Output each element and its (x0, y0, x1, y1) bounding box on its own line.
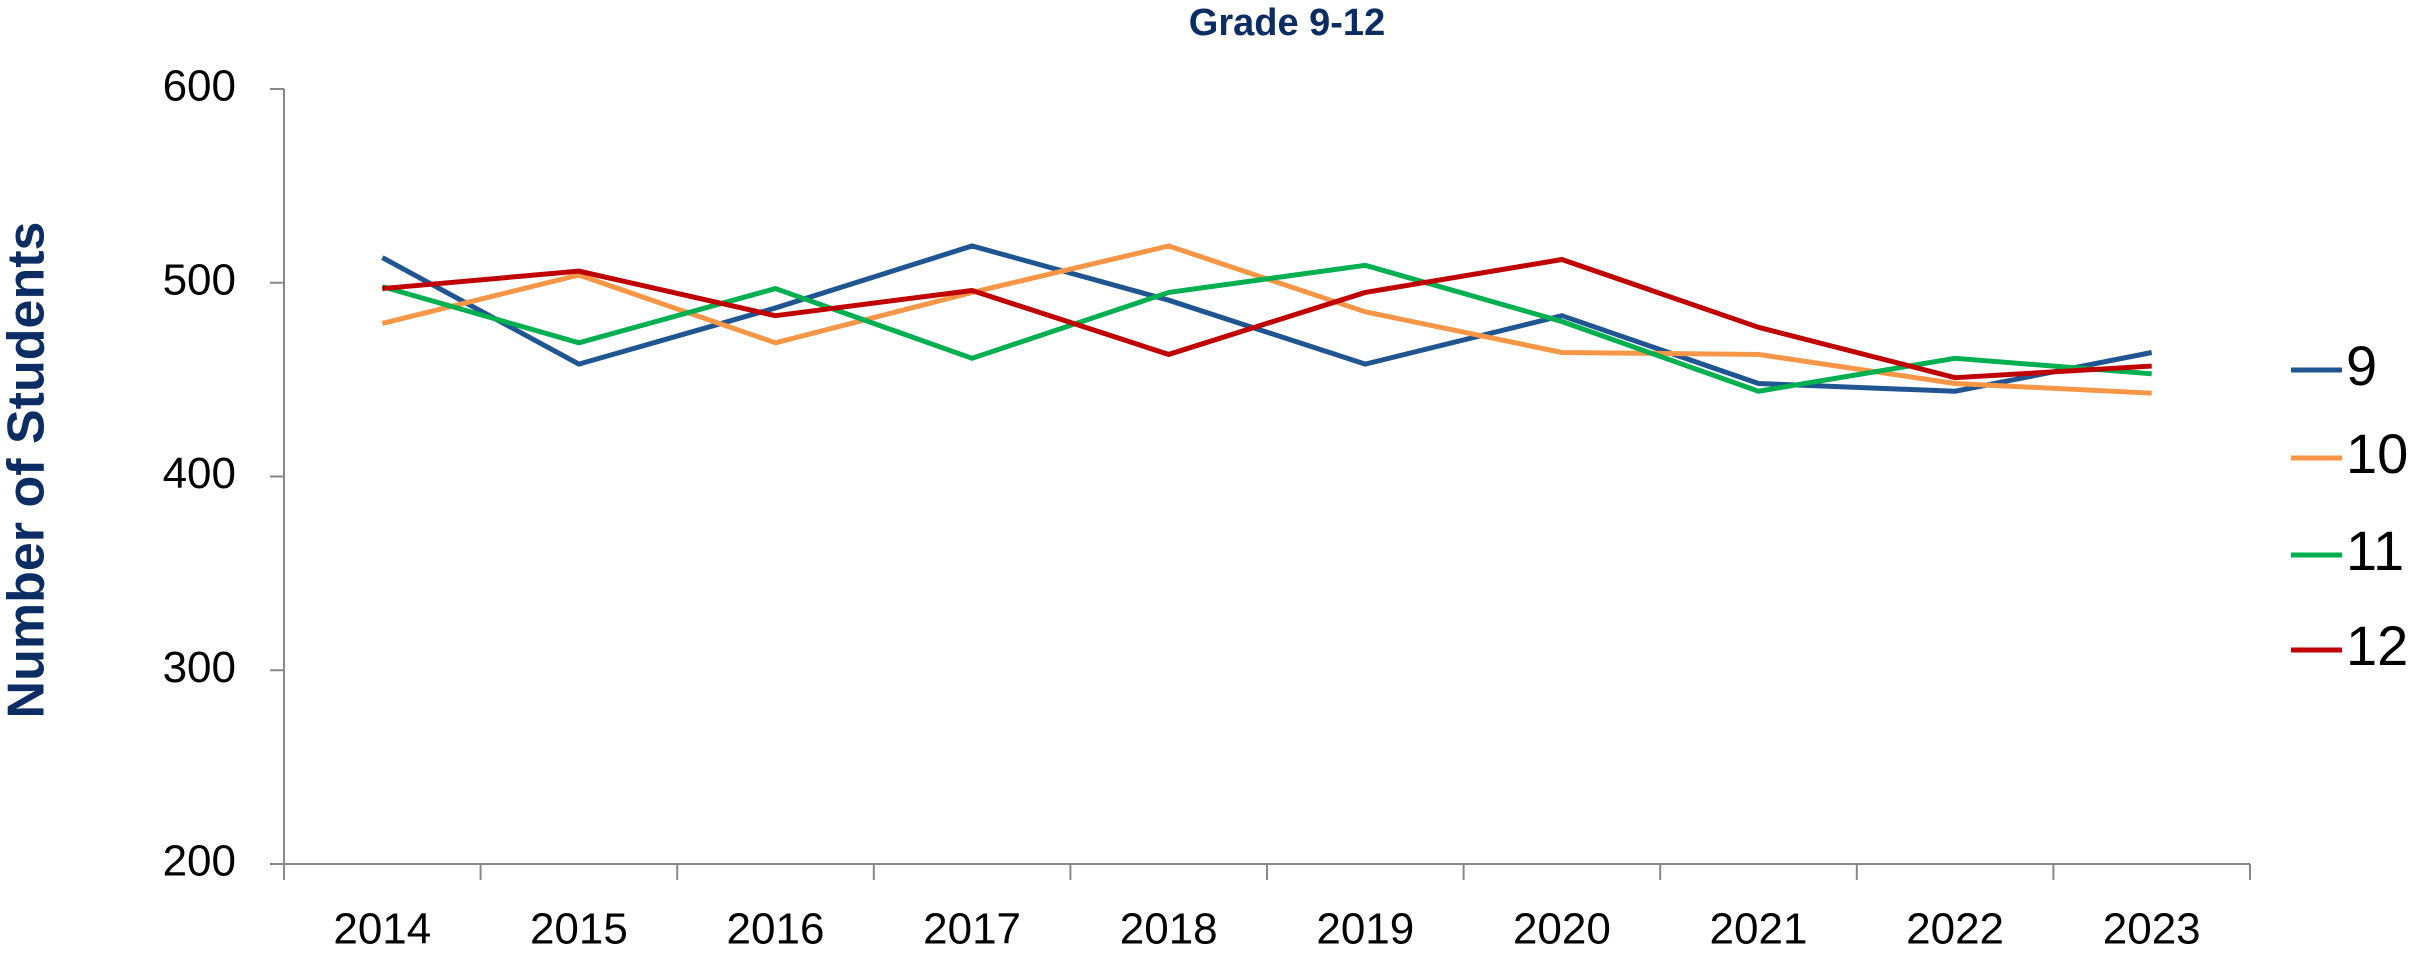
series-line (381, 243, 2153, 394)
x-tick-label: 2014 (333, 905, 431, 954)
legend-label: 11 (2346, 519, 2404, 582)
y-tick-label: 200 (163, 837, 236, 886)
x-tick-label: 2016 (727, 905, 825, 954)
legend-label: 9 (2346, 334, 2377, 397)
y-axis-label: Number of Students (0, 222, 56, 719)
y-tick-label: 300 (163, 643, 236, 692)
y-tick-label: 500 (163, 255, 236, 304)
x-tick-label: 2015 (530, 905, 628, 954)
y-tick-label: 600 (163, 62, 236, 111)
x-tick-label: 2023 (2103, 905, 2201, 954)
x-tick-label: 2018 (1120, 905, 1218, 954)
x-tick-label: 2021 (1710, 905, 1808, 954)
chart-title: Grade 9-12 (1189, 2, 1385, 44)
legend-label: 12 (2346, 614, 2408, 677)
x-tick-label: 2017 (923, 905, 1021, 954)
x-tick-label: 2022 (1906, 905, 2004, 954)
series-line (382, 257, 2152, 381)
x-tick-label: 2019 (1316, 905, 1414, 954)
series-line (381, 262, 2152, 394)
legend-label: 10 (2346, 422, 2408, 485)
y-tick-label: 400 (163, 449, 236, 498)
x-tick-label: 2020 (1513, 905, 1611, 954)
